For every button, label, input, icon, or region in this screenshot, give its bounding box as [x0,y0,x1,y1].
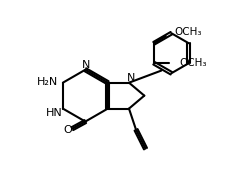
Text: N: N [127,74,136,83]
Text: HN: HN [46,108,62,118]
Text: N: N [82,61,91,71]
Text: OCH₃: OCH₃ [175,27,202,37]
Text: OCH₃: OCH₃ [179,58,207,68]
Text: H₂N: H₂N [37,76,58,86]
Text: O: O [64,125,72,135]
